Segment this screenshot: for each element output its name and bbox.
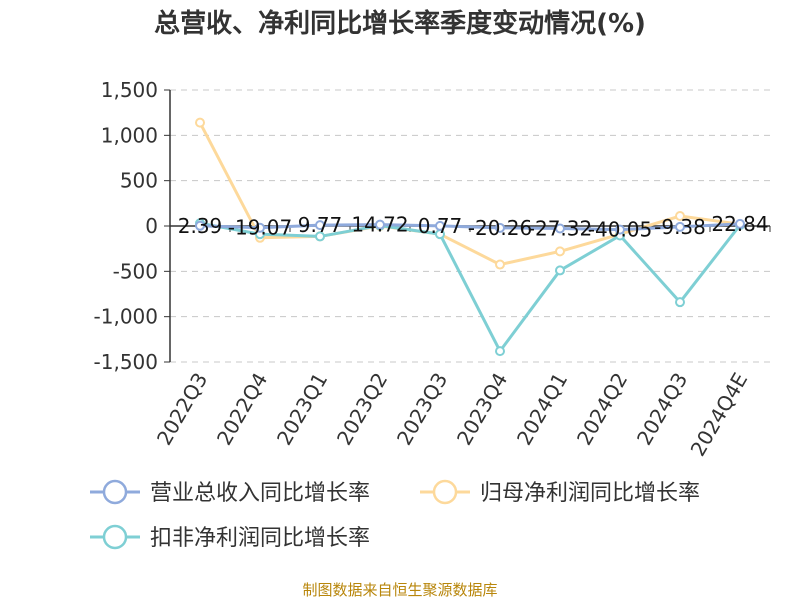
y-tick-label: 1,500 (101, 78, 158, 102)
data-point (555, 223, 565, 234)
x-tick-label: 2024Q4E (686, 369, 753, 461)
legend-label: 归母净利润同比增长率 (480, 481, 700, 506)
y-tick-label: -1,500 (94, 350, 158, 374)
data-label: 22.84 (711, 212, 768, 236)
data-point (675, 297, 685, 308)
series-group (195, 117, 745, 357)
x-tick-label: 2023Q3 (392, 369, 452, 450)
data-point (195, 117, 205, 128)
data-point (555, 246, 565, 257)
data-label: -40.05 (588, 218, 652, 242)
legend-marker (102, 524, 128, 550)
data-label: 9.77 (298, 213, 343, 237)
x-tick-label: 2023Q1 (272, 369, 332, 450)
x-tick-label: 2022Q3 (152, 369, 212, 450)
x-tick-label: 2023Q4 (452, 369, 512, 450)
data-label: 2.39 (178, 214, 223, 238)
data-point (315, 220, 325, 231)
data-point (375, 219, 385, 230)
data-label: -19.07 (228, 216, 292, 240)
data-point (675, 221, 685, 232)
data-point (435, 220, 445, 231)
x-tick-label: 2024Q2 (572, 369, 632, 450)
data-label: -9.38 (654, 215, 706, 239)
data-label: 0.77 (418, 214, 463, 238)
y-tick-label: 500 (120, 169, 158, 193)
legend-marker (432, 479, 458, 505)
x-tick-label: 2022Q4 (212, 369, 272, 450)
y-tick-label: 0 (145, 214, 158, 238)
x-tick-label: 2024Q3 (632, 369, 692, 450)
data-label: 14.72 (351, 213, 408, 237)
data-labels: 2.39 -19.07 9.77 14.72 0.77 -20.26-27.32-40.0… (178, 212, 769, 242)
x-tick-label: 2024Q1 (512, 369, 572, 450)
y-tick-label: 1,000 (101, 123, 158, 147)
series-line (198, 121, 741, 267)
data-point (255, 222, 265, 233)
data-point (615, 224, 625, 235)
data-label: -27.32 (528, 216, 592, 240)
data-point (495, 222, 505, 233)
source-note: 制图数据来自恒生聚源数据库 (302, 581, 497, 599)
legend-marker (102, 479, 128, 505)
data-label: -20.26 (468, 216, 532, 240)
legend-label: 扣非净利润同比增长率 (150, 526, 370, 551)
y-tick-label: -1,000 (94, 305, 158, 329)
chart-title: 总营收、净利同比增长率季度变动情况(%) (154, 8, 646, 39)
data-point (195, 220, 205, 231)
data-point (495, 346, 505, 357)
data-point (315, 231, 325, 242)
data-point (675, 211, 685, 222)
data-point (555, 265, 565, 276)
grid (170, 89, 770, 363)
data-point (495, 259, 505, 270)
series-line (199, 221, 742, 353)
data-point (735, 218, 745, 229)
series-line (199, 222, 741, 232)
x-tick-label: 2023Q2 (332, 369, 392, 450)
y-tick-label: -500 (113, 259, 158, 283)
legend-label: 营业总收入同比增长率 (150, 481, 370, 506)
